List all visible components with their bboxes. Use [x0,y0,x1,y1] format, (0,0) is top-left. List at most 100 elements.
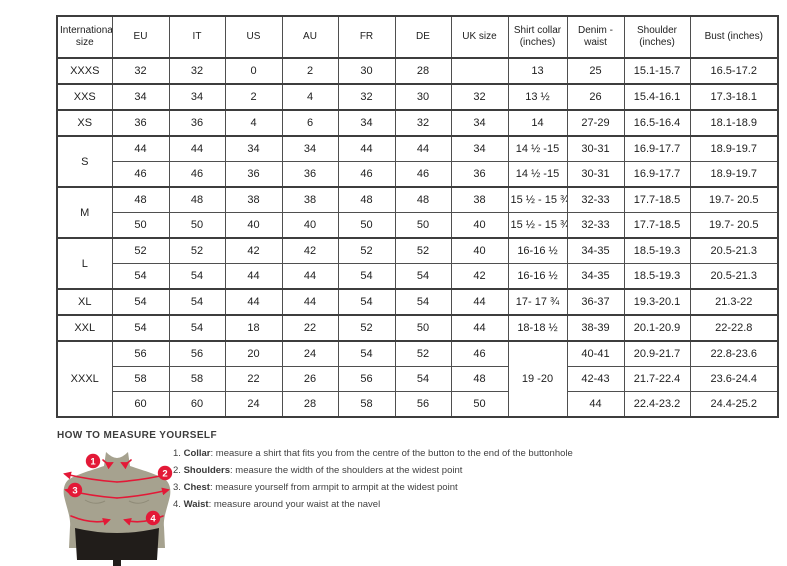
table-row: 46 46 36 36 46 46 36 14 ½ -15 30-31 16.9-17.7 18.9… [57,161,779,188]
table-cell: 16.9-17.7 [623,161,691,188]
table-cell: 15.4-16.1 [623,83,691,111]
table-cell: 2 [224,83,283,111]
table-cell: 42 [281,237,339,264]
table-cell: 28 [281,391,339,418]
table-cell: 34 [450,109,509,137]
table-cell: 50 [394,314,452,342]
table-cell: 52 [394,340,452,367]
table-cell: 15 ½ - 15 ¾ [507,212,568,239]
table-cell: 42-43 [566,366,625,392]
table-cell: 32 [394,109,452,137]
item-text: : measure a shirt that fits you from the… [210,448,573,459]
table-cell: 19.7- 20.5 [689,212,779,239]
table-row: S 44 44 34 34 44 44 34 14 ½ -15 30-31 16.9-17.7 18.… [56,135,779,188]
measure-item-shoulders: 2. Shoulders: measure the width of the s… [173,464,573,477]
marker-2-shoulders: 2 [157,465,173,481]
table-cell: 22.4-23.2 [623,391,691,418]
table-cell: 30-31 [566,161,625,188]
size-table: International size EU IT US AU FR DE UK … [56,15,779,418]
table-cell: 20 [224,340,283,367]
table-cell: 46 [168,161,226,188]
table-cell: 30-31 [566,135,625,162]
table-cell: 54 [168,288,226,316]
table-cell: 54 [111,263,170,290]
table-cell: 54 [337,288,396,316]
table-cell: 54 [111,288,170,316]
header-au: AU [281,15,339,59]
table-cell: 14 ½ -15 [507,135,568,162]
table-cell: 34-35 [566,237,625,264]
item-text: : measure yourself from armpit to armpit… [209,481,458,493]
table-cell: 56 [111,340,170,367]
size-cell: S [56,135,113,188]
table-cell: 15 ½ - 15 ¾ [507,186,568,213]
table-cell: 58 [337,391,396,418]
table-cell: 30 [394,83,452,111]
table-cell: 44 [566,391,625,418]
table-cell: 54 [394,366,452,392]
table-cell: 58 [111,366,170,392]
table-cell: 44 [450,314,509,342]
marker-1-collar: 1 [85,453,101,469]
table-cell: 6 [281,109,339,137]
marker-3-chest: 3 [67,482,83,498]
table-header-row: International size EU IT US AU FR DE UK … [56,15,779,59]
table-cell: 36 [168,109,226,137]
size-cell: XS [56,109,113,137]
table-cell: 15.1-15.7 [623,57,691,85]
table-cell: 34 [450,135,509,162]
table-cell [450,57,509,85]
svg-text:1: 1 [90,456,96,467]
measure-item-chest: 3. Chest: measure yourself from armpit t… [173,481,573,494]
table-cell: 40 [281,212,339,239]
table-cell: 46 [111,161,170,188]
table-cell: 56 [337,366,396,392]
header-international-size: International size [56,15,113,59]
table-cell: 42 [450,263,509,290]
table-row: 58 58 22 26 56 54 48 42-43 21.7-22.4 23.6-24.4 [57,366,779,392]
measure-figure: 1 2 3 4 [57,448,179,566]
item-number: 3. [173,481,181,493]
table-cell: 16-16 ½ [507,237,568,264]
table-cell: 14 [507,109,568,137]
table-cell: 58 [168,366,226,392]
table-cell: 46 [394,161,452,188]
table-cell: 23.6-24.4 [689,366,779,392]
table-cell: 22 [224,366,283,392]
table-cell: 54 [168,314,226,342]
table-cell: 17.7-18.5 [623,186,691,213]
torso-shape [63,452,171,548]
table-cell: 18-18 ½ [507,314,568,342]
table-cell: 48 [337,186,396,213]
table-cell: 18.1-18.9 [689,109,779,137]
table-row: 50 50 40 40 50 50 40 15 ½ - 15 ¾ 32-33 17.7-18.5 1… [57,212,779,239]
size-cell: XXS [56,83,113,111]
table-row: L 52 52 42 42 52 52 40 16-16 ½ 34-35 18.5-19.3 20.5… [56,237,779,290]
table-cell: 34 [111,83,170,111]
table-cell: 16.9-17.7 [623,135,691,162]
table-cell: 20.1-20.9 [623,314,691,342]
table-cell: 17.3-18.1 [689,83,779,111]
table-cell: 44 [224,288,283,316]
svg-text:2: 2 [162,468,167,479]
table-cell: 17.7-18.5 [623,212,691,239]
table-cell: 16-16 ½ [507,263,568,290]
table-cell: 52 [337,314,396,342]
size-cell: M [56,186,113,239]
table-cell: 20.5-21.3 [689,263,779,290]
table-cell: 22-22.8 [689,314,779,342]
table-cell: 40 [224,212,283,239]
table-cell: 50 [168,212,226,239]
item-number: 2. [173,464,181,476]
table-cell: 48 [394,186,452,213]
table-cell: 44 [337,135,396,162]
table-cell: 34-35 [566,263,625,290]
table-cell: 16.5-16.4 [623,109,691,137]
table-cell: 32-33 [566,212,625,239]
item-label: Chest [183,481,210,493]
table-cell: 44 [281,263,339,290]
table-cell: 20.5-21.3 [689,237,779,264]
header-de: DE [394,15,452,59]
table-cell: 24.4-25.2 [689,391,779,418]
table-cell: 48 [168,186,226,213]
